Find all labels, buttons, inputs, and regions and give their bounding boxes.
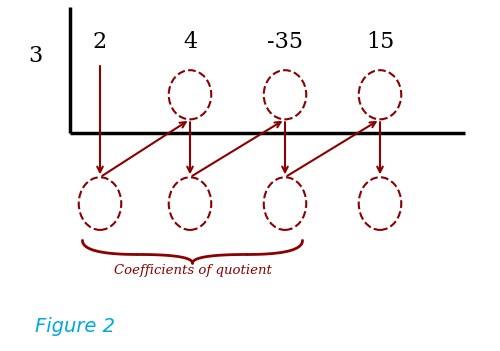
Text: 3: 3 <box>28 45 42 67</box>
Text: 4: 4 <box>183 31 197 53</box>
Text: 2: 2 <box>93 31 107 53</box>
Text: 15: 15 <box>366 31 394 53</box>
Text: Coefficients of quotient: Coefficients of quotient <box>114 264 272 277</box>
Text: Figure 2: Figure 2 <box>35 317 115 336</box>
Text: -35: -35 <box>267 31 303 53</box>
